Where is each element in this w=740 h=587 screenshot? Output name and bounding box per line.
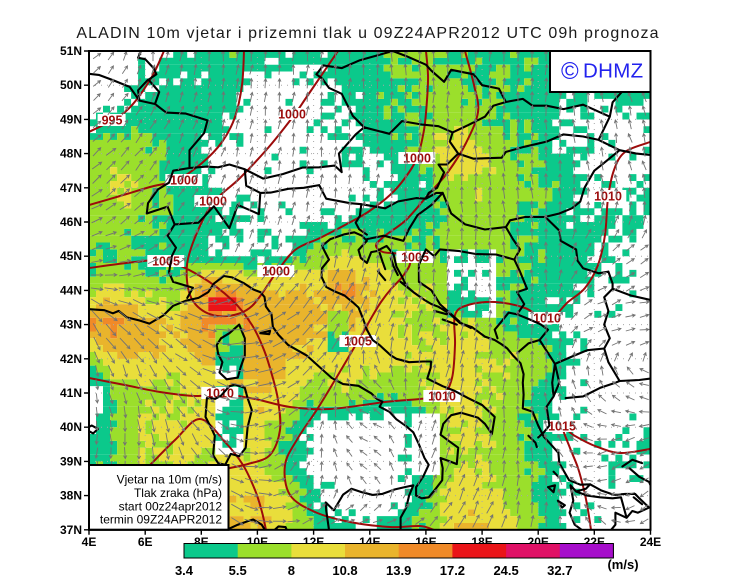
svg-text:3.4: 3.4 — [175, 563, 194, 578]
svg-text:Tlak zraka (hPa): Tlak zraka (hPa) — [134, 486, 222, 500]
svg-text:13.9: 13.9 — [386, 563, 411, 578]
svg-text:39N: 39N — [60, 454, 82, 468]
svg-text:24.5: 24.5 — [493, 563, 518, 578]
svg-text:24E: 24E — [640, 535, 661, 549]
svg-text:6E: 6E — [138, 535, 153, 549]
svg-text:start 00z24apr2012: start 00z24apr2012 — [119, 499, 223, 513]
svg-text:ALADIN 10m vjetar i prizemni t: ALADIN 10m vjetar i prizemni tlak u 09Z2… — [76, 25, 659, 42]
svg-text:44N: 44N — [60, 283, 82, 297]
svg-text:8: 8 — [288, 563, 295, 578]
svg-text:42N: 42N — [60, 352, 82, 366]
svg-text:17.2: 17.2 — [440, 563, 465, 578]
svg-text:48N: 48N — [60, 147, 82, 161]
svg-text:1010: 1010 — [533, 312, 561, 326]
svg-text:45N: 45N — [60, 249, 82, 263]
svg-text:1000: 1000 — [199, 195, 227, 209]
svg-text:10.8: 10.8 — [332, 563, 357, 578]
svg-text:1000: 1000 — [403, 152, 431, 166]
svg-text:46N: 46N — [60, 215, 82, 229]
svg-text:38N: 38N — [60, 489, 82, 503]
svg-text:37N: 37N — [60, 523, 82, 537]
svg-text:40N: 40N — [60, 420, 82, 434]
svg-text:1010: 1010 — [428, 390, 456, 404]
svg-text:50N: 50N — [60, 78, 82, 92]
svg-text:51N: 51N — [60, 44, 82, 58]
svg-text:DHMZ: DHMZ — [583, 60, 643, 83]
svg-text:47N: 47N — [60, 181, 82, 195]
svg-text:1010: 1010 — [594, 190, 622, 204]
svg-text:41N: 41N — [60, 386, 82, 400]
svg-text:1000: 1000 — [262, 265, 290, 279]
svg-text:1005: 1005 — [401, 251, 429, 265]
svg-text:4E: 4E — [82, 535, 97, 549]
svg-text:995: 995 — [102, 114, 123, 128]
svg-text:5.5: 5.5 — [229, 563, 247, 578]
svg-text:32.7: 32.7 — [547, 563, 572, 578]
svg-text:43N: 43N — [60, 318, 82, 332]
svg-text:Vjetar na 10m (m/s): Vjetar na 10m (m/s) — [117, 473, 222, 487]
svg-text:1000: 1000 — [278, 108, 306, 122]
svg-text:(m/s): (m/s) — [607, 557, 638, 572]
svg-text:49N: 49N — [60, 112, 82, 126]
svg-text:©: © — [561, 58, 579, 85]
svg-text:1005: 1005 — [152, 255, 180, 269]
svg-text:1000: 1000 — [170, 174, 198, 188]
svg-text:1015: 1015 — [548, 420, 576, 434]
svg-text:termin 09Z24APR2012: termin 09Z24APR2012 — [100, 513, 222, 527]
